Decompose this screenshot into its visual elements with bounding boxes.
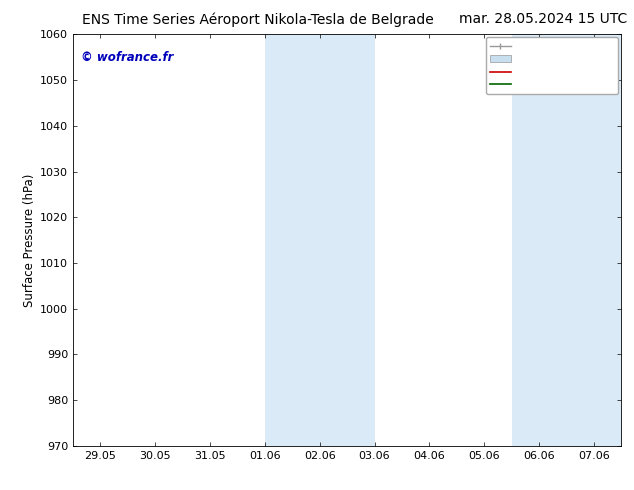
Text: ENS Time Series Aéroport Nikola-Tesla de Belgrade: ENS Time Series Aéroport Nikola-Tesla de… — [82, 12, 434, 27]
Legend: min/max, acute;cart type, Ensemble mean run, Controll run: min/max, acute;cart type, Ensemble mean … — [486, 37, 618, 94]
Bar — [265, 34, 375, 446]
Text: © wofrance.fr: © wofrance.fr — [81, 51, 174, 64]
Text: mar. 28.05.2024 15 UTC: mar. 28.05.2024 15 UTC — [460, 12, 628, 26]
Bar — [512, 34, 621, 446]
Y-axis label: Surface Pressure (hPa): Surface Pressure (hPa) — [23, 173, 36, 307]
